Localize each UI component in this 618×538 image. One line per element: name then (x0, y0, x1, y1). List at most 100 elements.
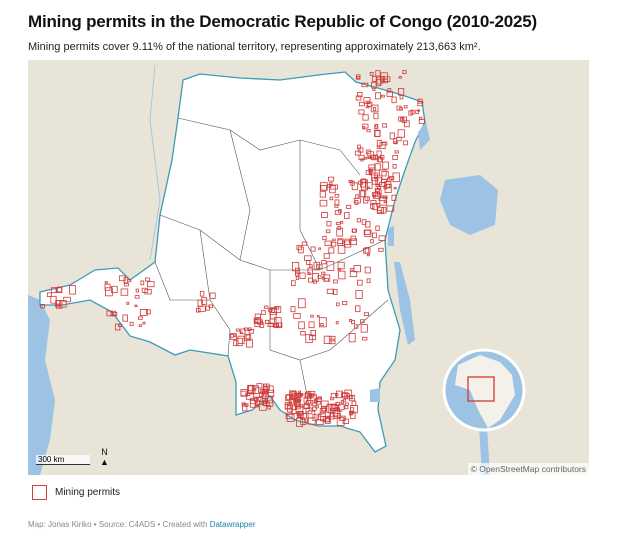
permit-polygon (372, 88, 376, 91)
permit-polygon (358, 190, 365, 198)
permit-polygon (123, 283, 129, 287)
permit-polygon (386, 91, 393, 97)
permit-polygon (326, 220, 332, 227)
permit-polygon (329, 196, 334, 201)
permit-polygon (323, 274, 331, 282)
permit-polygon (316, 264, 323, 269)
atlantic-ocean (28, 295, 55, 475)
permit-polygon (245, 334, 251, 340)
permit-polygon (372, 232, 377, 239)
permit-polygon (298, 390, 302, 393)
permit-polygon (307, 390, 316, 397)
permit-polygon (312, 414, 318, 421)
permit-polygon (296, 245, 302, 251)
permit-polygon (209, 292, 216, 299)
permit-polygon (319, 190, 326, 198)
permit-polygon (291, 280, 296, 286)
permit-polygon (374, 163, 381, 171)
permit-polygon (350, 404, 358, 414)
permit-polygon (332, 279, 338, 284)
permit-polygon (342, 398, 346, 403)
permit-polygon (346, 204, 352, 209)
permit-polygon (197, 305, 206, 312)
permit-polygon (328, 176, 335, 182)
permit-polygon (263, 385, 269, 393)
permit-polygon (321, 406, 326, 412)
permit-polygon (355, 95, 362, 101)
permit-polygon (372, 75, 377, 82)
permit-polygon (342, 300, 348, 306)
permit-polygon (233, 334, 237, 338)
permit-polygon (310, 394, 317, 404)
permit-polygon (290, 408, 297, 414)
permit-polygon (59, 300, 67, 308)
permit-polygon (335, 221, 341, 226)
permit-polygon (386, 205, 395, 212)
permit-polygon (351, 182, 359, 191)
permit-polygon (360, 158, 364, 162)
permit-polygon (326, 404, 334, 413)
footer: Map: Jonas Kiriko • Source: C4ADS • Crea… (28, 520, 256, 529)
permit-polygon (122, 314, 128, 322)
permit-polygon (303, 397, 308, 403)
permit-polygon (141, 287, 149, 293)
permit-polygon (249, 400, 256, 408)
permit-polygon (358, 154, 365, 161)
permit-polygon (355, 74, 361, 80)
permit-polygon (367, 151, 374, 158)
permit-polygon (328, 247, 335, 254)
drc-outline (39, 71, 426, 453)
permit-polygon (126, 301, 130, 305)
permit-polygon (349, 271, 358, 278)
permit-polygon (338, 270, 346, 280)
permit-polygon (288, 400, 292, 404)
congo-river-basin-west (149, 64, 161, 261)
permit-polygon (321, 271, 326, 275)
permit-polygon (323, 253, 330, 259)
permit-polygon (239, 331, 243, 334)
lake-victoria (440, 175, 498, 235)
permit-polygon (205, 305, 210, 311)
legend-swatch (32, 485, 47, 500)
permit-polygon (337, 239, 343, 246)
permit-polygon (382, 161, 390, 170)
permit-polygon (391, 96, 397, 104)
permit-polygon (321, 212, 328, 218)
map[interactable]: 300 km N ▲ © OpenStreetMap contributors (28, 60, 589, 475)
permit-polygon (373, 106, 377, 111)
permit-polygon (321, 407, 327, 412)
permit-polygon (267, 405, 271, 410)
permit-polygon (383, 200, 388, 204)
permit-polygon (316, 315, 320, 318)
permit-polygon (297, 298, 306, 309)
permit-polygon (402, 140, 409, 146)
datawrapper-link[interactable]: Datawrapper (209, 520, 256, 529)
permit-polygon (305, 407, 313, 415)
permit-polygon (135, 288, 139, 293)
permit-polygon (269, 318, 277, 325)
permit-polygon (322, 235, 327, 241)
permit-polygon (240, 328, 246, 335)
permit-polygon (334, 199, 340, 206)
permit-polygon (365, 100, 371, 105)
permit-polygon (353, 197, 361, 204)
permit-polygon (352, 228, 357, 233)
permit-polygon (315, 405, 319, 409)
permit-polygon (330, 241, 337, 247)
lake-mweru (370, 388, 380, 402)
permit-polygon (354, 200, 359, 205)
lake-albert (418, 122, 430, 150)
permit-polygon (293, 400, 300, 406)
chart-subtitle: Mining permits cover 9.11% of the nation… (28, 41, 481, 53)
permit-polygon (332, 238, 336, 242)
permit-polygon (304, 255, 312, 261)
permit-polygon (386, 183, 391, 188)
permit-polygon (399, 95, 404, 100)
permit-polygon (255, 397, 259, 400)
map-attribution[interactable]: © OpenStreetMap contributors (467, 463, 589, 475)
permit-polygon (145, 309, 151, 315)
permit-polygon (361, 336, 368, 341)
permit-polygon (325, 418, 331, 424)
permit-polygon (120, 288, 129, 296)
permit-polygon (360, 179, 367, 188)
